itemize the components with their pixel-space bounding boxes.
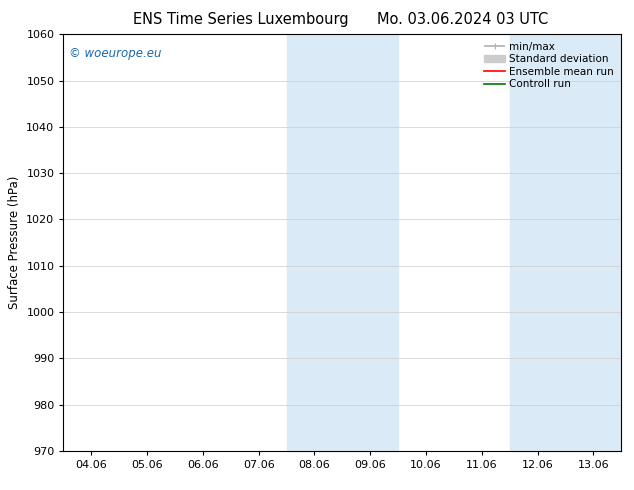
Bar xyxy=(287,34,342,451)
Legend: min/max, Standard deviation, Ensemble mean run, Controll run: min/max, Standard deviation, Ensemble me… xyxy=(482,40,616,92)
Text: Mo. 03.06.2024 03 UTC: Mo. 03.06.2024 03 UTC xyxy=(377,12,548,27)
Bar xyxy=(342,34,398,451)
Bar xyxy=(566,34,621,451)
Text: ENS Time Series Luxembourg: ENS Time Series Luxembourg xyxy=(133,12,349,27)
Bar xyxy=(510,34,566,451)
Y-axis label: Surface Pressure (hPa): Surface Pressure (hPa) xyxy=(8,176,21,309)
Text: © woeurope.eu: © woeurope.eu xyxy=(69,47,162,60)
